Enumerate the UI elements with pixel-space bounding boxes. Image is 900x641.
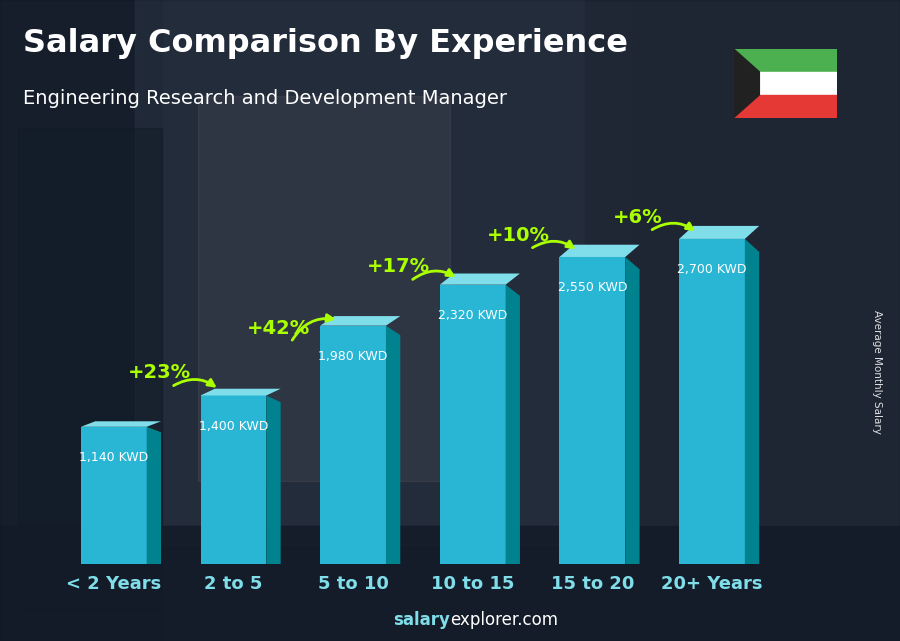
Bar xyxy=(734,95,837,118)
Bar xyxy=(680,239,745,564)
Text: salary: salary xyxy=(393,612,450,629)
Text: +6%: +6% xyxy=(613,208,662,227)
Polygon shape xyxy=(386,326,400,564)
Polygon shape xyxy=(81,421,161,427)
Text: +17%: +17% xyxy=(367,257,430,276)
Bar xyxy=(585,0,900,641)
Polygon shape xyxy=(506,285,520,564)
Polygon shape xyxy=(266,395,281,564)
Bar xyxy=(560,257,625,564)
Text: 1,140 KWD: 1,140 KWD xyxy=(79,451,148,464)
Polygon shape xyxy=(320,316,400,326)
Bar xyxy=(81,427,147,564)
Bar xyxy=(0,526,900,641)
Text: 2,700 KWD: 2,700 KWD xyxy=(677,263,747,276)
Polygon shape xyxy=(147,427,161,564)
Text: Engineering Research and Development Manager: Engineering Research and Development Man… xyxy=(23,89,507,108)
Bar xyxy=(734,72,837,95)
Polygon shape xyxy=(626,257,640,564)
Bar xyxy=(18,128,162,609)
Bar xyxy=(440,285,506,564)
Text: 2,550 KWD: 2,550 KWD xyxy=(558,281,627,294)
Polygon shape xyxy=(745,239,760,564)
Bar xyxy=(734,49,837,72)
Text: 1,980 KWD: 1,980 KWD xyxy=(319,350,388,363)
Bar xyxy=(201,395,266,564)
Polygon shape xyxy=(201,388,281,395)
Text: +42%: +42% xyxy=(248,319,310,338)
Text: Average Monthly Salary: Average Monthly Salary xyxy=(872,310,883,434)
Bar xyxy=(0,0,162,641)
Polygon shape xyxy=(734,49,760,118)
Text: 1,400 KWD: 1,400 KWD xyxy=(199,420,268,433)
Bar xyxy=(198,96,450,481)
Text: explorer.com: explorer.com xyxy=(450,612,558,629)
Polygon shape xyxy=(680,226,760,239)
Bar xyxy=(135,0,630,545)
Polygon shape xyxy=(560,245,640,257)
Text: Salary Comparison By Experience: Salary Comparison By Experience xyxy=(23,28,628,59)
Text: +10%: +10% xyxy=(487,226,550,245)
Text: +23%: +23% xyxy=(128,363,191,382)
Text: 2,320 KWD: 2,320 KWD xyxy=(438,309,508,322)
Bar xyxy=(320,326,386,564)
Polygon shape xyxy=(440,274,520,285)
